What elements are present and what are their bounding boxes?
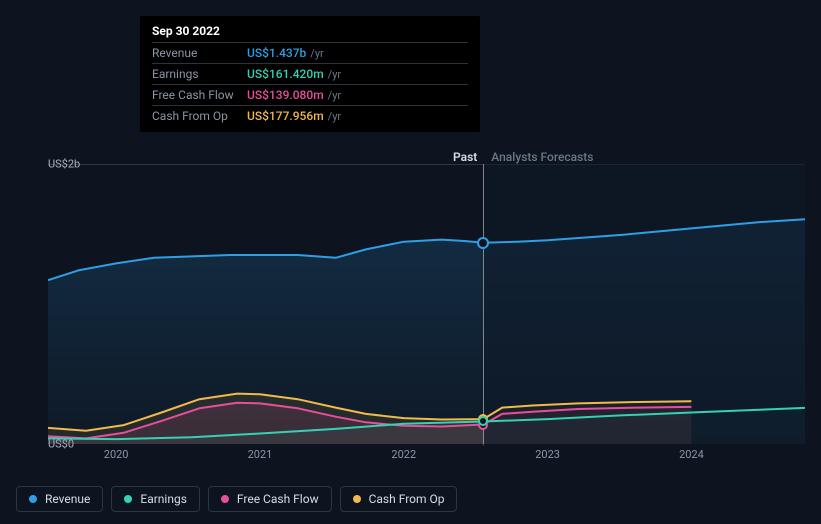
tooltip-row-label: Earnings — [152, 67, 247, 81]
chart-plot-area[interactable]: Past Analysts Forecasts — [48, 164, 805, 444]
tooltip-row-unit: /yr — [310, 47, 323, 60]
tooltip-date: Sep 30 2022 — [152, 24, 468, 42]
tooltip-row-revenue: RevenueUS$1.437b/yr — [152, 42, 468, 63]
legend-dot-icon — [124, 495, 132, 503]
tooltip-row-earnings: EarningsUS$161.420m/yr — [152, 63, 468, 84]
x-axis-label: 2022 — [391, 448, 416, 461]
legend-dot-icon — [221, 495, 229, 503]
past-section-label: Past — [453, 150, 477, 164]
forecast-section-label: Analysts Forecasts — [491, 150, 593, 164]
tooltip-row-value: US$177.956m — [247, 109, 324, 123]
tooltip-row-free_cash_flow: Free Cash FlowUS$139.080m/yr — [152, 84, 468, 105]
tooltip-row-label: Free Cash Flow — [152, 88, 247, 102]
legend-dot-icon — [29, 495, 37, 503]
legend-dot-icon — [353, 495, 361, 503]
legend-item-label: Earnings — [140, 492, 187, 506]
legend-item-earnings[interactable]: Earnings — [111, 486, 200, 512]
tooltip-row-unit: /yr — [328, 68, 341, 81]
legend-item-free_cash_flow[interactable]: Free Cash Flow — [208, 486, 332, 512]
chart-tooltip: Sep 30 2022 RevenueUS$1.437b/yrEarningsU… — [140, 16, 480, 132]
legend-item-cash_from_op[interactable]: Cash From Op — [340, 486, 458, 512]
chart-svg — [48, 164, 805, 444]
tooltip-row-unit: /yr — [328, 89, 341, 102]
x-axis-label: 2021 — [248, 448, 273, 461]
hover-indicator-line — [483, 164, 484, 444]
tooltip-row-value: US$139.080m — [247, 88, 324, 102]
tooltip-row-value: US$161.420m — [247, 67, 324, 81]
x-axis-label: 2020 — [104, 448, 129, 461]
legend-item-revenue[interactable]: Revenue — [16, 486, 103, 512]
chart-legend: Revenue Earnings Free Cash Flow Cash From O… — [16, 486, 457, 512]
x-axis-label: 2024 — [679, 448, 704, 461]
legend-item-label: Revenue — [45, 492, 90, 506]
tooltip-row-label: Cash From Op — [152, 109, 247, 123]
hover-marker-revenue — [477, 237, 489, 249]
tooltip-row-value: US$1.437b — [247, 46, 306, 60]
chart-container: US$2bUS$0 Past Analysts Forecasts — [16, 130, 805, 450]
x-axis-label: 2023 — [535, 448, 560, 461]
hover-marker-earnings — [478, 416, 488, 426]
tooltip-row-cash_from_op: Cash From OpUS$177.956m/yr — [152, 105, 468, 126]
tooltip-row-label: Revenue — [152, 46, 247, 60]
legend-item-label: Cash From Op — [369, 492, 445, 506]
tooltip-row-unit: /yr — [328, 110, 341, 123]
legend-item-label: Free Cash Flow — [237, 492, 319, 506]
x-axis: 2020 2021 2022 2023 2024 — [48, 448, 805, 468]
